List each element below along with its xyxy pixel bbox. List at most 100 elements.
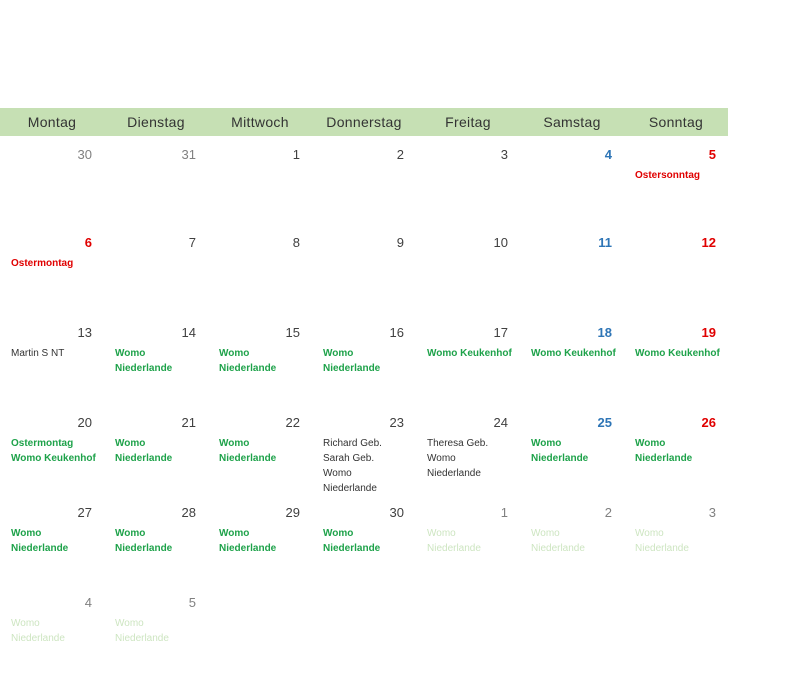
weekday-friday: Freitag xyxy=(445,114,491,130)
day-cell[interactable]: 18 Womo Keukenhof xyxy=(520,314,624,404)
day-cell[interactable]: 25 Womo Niederlande xyxy=(520,404,624,494)
calendar-event[interactable]: Niederlande xyxy=(635,543,689,554)
day-cell[interactable]: 31 xyxy=(104,136,208,224)
calendar-event[interactable]: Niederlande xyxy=(531,453,589,464)
day-cell[interactable]: 30 xyxy=(0,136,104,224)
day-cell[interactable]: 6 Ostermontag xyxy=(0,224,104,314)
calendar-event[interactable]: Niederlande xyxy=(531,543,585,554)
day-cell[interactable]: 17 Womo Keukenhof xyxy=(416,314,520,404)
day-cell[interactable]: 1 Womo Niederlande xyxy=(416,494,520,584)
calendar-week: 13 Martin S NT 14 Womo Niederlande 15 Womo Nied… xyxy=(0,314,728,404)
day-events: Womo Niederlande xyxy=(323,526,404,556)
calendar-event[interactable]: Niederlande xyxy=(11,633,65,644)
calendar-event[interactable]: Womo Keukenhof xyxy=(531,348,616,359)
calendar-event[interactable]: Niederlande xyxy=(219,363,277,374)
calendar-event[interactable]: Niederlande xyxy=(635,453,693,464)
calendar-event[interactable]: Richard Geb. xyxy=(323,438,382,449)
calendar-event[interactable]: Niederlande xyxy=(323,483,377,494)
calendar-event[interactable]: Womo xyxy=(427,453,456,464)
day-cell[interactable]: 7 xyxy=(104,224,208,314)
day-cell[interactable]: 15 Womo Niederlande xyxy=(208,314,312,404)
day-cell[interactable]: 28 Womo Niederlande xyxy=(104,494,208,584)
calendar-event[interactable]: Womo xyxy=(219,528,250,539)
day-cell[interactable]: 27 Womo Niederlande xyxy=(0,494,104,584)
day-cell[interactable]: 5 Ostersonntag xyxy=(624,136,728,224)
day-number: 18 xyxy=(597,325,612,340)
day-number: 26 xyxy=(701,415,716,430)
calendar-event[interactable]: Womo xyxy=(115,528,146,539)
day-cell[interactable]: 2 Womo Niederlande xyxy=(520,494,624,584)
calendar-event[interactable]: Womo xyxy=(531,528,560,539)
weekday-thursday: Donnerstag xyxy=(326,114,402,130)
day-events: Womo Niederlande xyxy=(427,526,508,556)
calendar-event[interactable]: Womo xyxy=(115,348,146,359)
day-cell[interactable]: 5 Womo Niederlande xyxy=(104,584,208,674)
calendar-event[interactable]: Niederlande xyxy=(115,363,173,374)
day-cell[interactable]: 8 xyxy=(208,224,312,314)
calendar-event[interactable]: Niederlande xyxy=(115,543,173,554)
calendar-event[interactable]: Womo xyxy=(219,348,250,359)
calendar-event[interactable]: Martin S NT xyxy=(11,348,65,359)
calendar-event[interactable]: Womo xyxy=(323,468,352,479)
day-events: Womo Niederlande xyxy=(219,436,300,466)
calendar-event[interactable]: Niederlande xyxy=(427,543,481,554)
day-number: 3 xyxy=(500,147,508,162)
day-cell[interactable]: 12 xyxy=(624,224,728,314)
day-cell[interactable]: 23 Richard Geb. Sarah Geb. Womo Niederlande xyxy=(312,404,416,494)
day-cell[interactable]: 21 Womo Niederlande xyxy=(104,404,208,494)
calendar-event[interactable]: Ostermontag xyxy=(11,258,74,269)
day-cell[interactable]: 3 xyxy=(416,136,520,224)
calendar-event[interactable]: Ostersonntag xyxy=(635,170,701,181)
calendar-event[interactable]: Womo Keukenhof xyxy=(427,348,512,359)
day-number: 8 xyxy=(292,235,300,250)
day-cell[interactable]: 30 Womo Niederlande xyxy=(312,494,416,584)
day-cell[interactable]: 11 xyxy=(520,224,624,314)
calendar-event[interactable]: Womo xyxy=(11,528,42,539)
calendar-week: 20 Ostermontag Womo Keukenhof 21 Womo Niederl… xyxy=(0,404,728,494)
calendar-event[interactable]: Womo xyxy=(115,618,144,629)
day-cell[interactable]: 4 xyxy=(520,136,624,224)
calendar-event[interactable]: Niederlande xyxy=(11,543,69,554)
calendar-event[interactable]: Womo xyxy=(219,438,250,449)
day-cell[interactable]: 29 Womo Niederlande xyxy=(208,494,312,584)
calendar-event[interactable]: Niederlande xyxy=(427,468,481,479)
day-cell[interactable]: 4 Womo Niederlande xyxy=(0,584,104,674)
calendar-event[interactable]: Niederlande xyxy=(219,543,277,554)
calendar-event[interactable]: Ostermontag xyxy=(11,438,74,449)
calendar-event[interactable]: Womo xyxy=(323,348,354,359)
calendar-event[interactable]: Womo xyxy=(531,438,562,449)
calendar-event[interactable]: Womo xyxy=(115,438,146,449)
calendar-event[interactable]: Womo xyxy=(323,528,354,539)
day-cell[interactable]: 24 Theresa Geb. Womo Niederlande xyxy=(416,404,520,494)
calendar-event[interactable]: Womo xyxy=(635,528,664,539)
day-cell[interactable]: 19 Womo Keukenhof xyxy=(624,314,728,404)
day-cell[interactable]: 20 Ostermontag Womo Keukenhof xyxy=(0,404,104,494)
calendar-event[interactable]: Niederlande xyxy=(323,543,381,554)
day-cell[interactable]: 26 Womo Niederlande xyxy=(624,404,728,494)
calendar-event[interactable]: Sarah Geb. xyxy=(323,453,375,464)
day-number: 24 xyxy=(493,415,508,430)
day-cell[interactable]: 22 Womo Niederlande xyxy=(208,404,312,494)
calendar-event[interactable]: Theresa Geb. xyxy=(427,438,489,449)
calendar-event[interactable]: Niederlande xyxy=(219,453,277,464)
day-number: 1 xyxy=(292,147,300,162)
day-cell[interactable]: 3 Womo Niederlande xyxy=(624,494,728,584)
day-number: 27 xyxy=(77,505,92,520)
weekday-monday: Montag xyxy=(27,114,77,130)
calendar-event[interactable]: Womo Keukenhof xyxy=(11,453,96,464)
calendar-event[interactable]: Womo xyxy=(11,618,40,629)
calendar-event[interactable]: Womo Keukenhof xyxy=(635,348,720,359)
calendar-event[interactable]: Niederlande xyxy=(115,453,173,464)
calendar-week: 4 Womo Niederlande 5 Womo Niederlande xyxy=(0,584,728,674)
day-cell[interactable]: 1 xyxy=(208,136,312,224)
day-cell[interactable]: 16 Womo Niederlande xyxy=(312,314,416,404)
day-cell[interactable]: 14 Womo Niederlande xyxy=(104,314,208,404)
calendar-event[interactable]: Womo xyxy=(427,528,456,539)
day-cell[interactable]: 13 Martin S NT xyxy=(0,314,104,404)
calendar-event[interactable]: Womo xyxy=(635,438,666,449)
day-cell[interactable]: 9 xyxy=(312,224,416,314)
calendar-event[interactable]: Niederlande xyxy=(115,633,169,644)
calendar-event[interactable]: Niederlande xyxy=(323,363,381,374)
day-cell[interactable]: 10 xyxy=(416,224,520,314)
day-cell[interactable]: 2 xyxy=(312,136,416,224)
